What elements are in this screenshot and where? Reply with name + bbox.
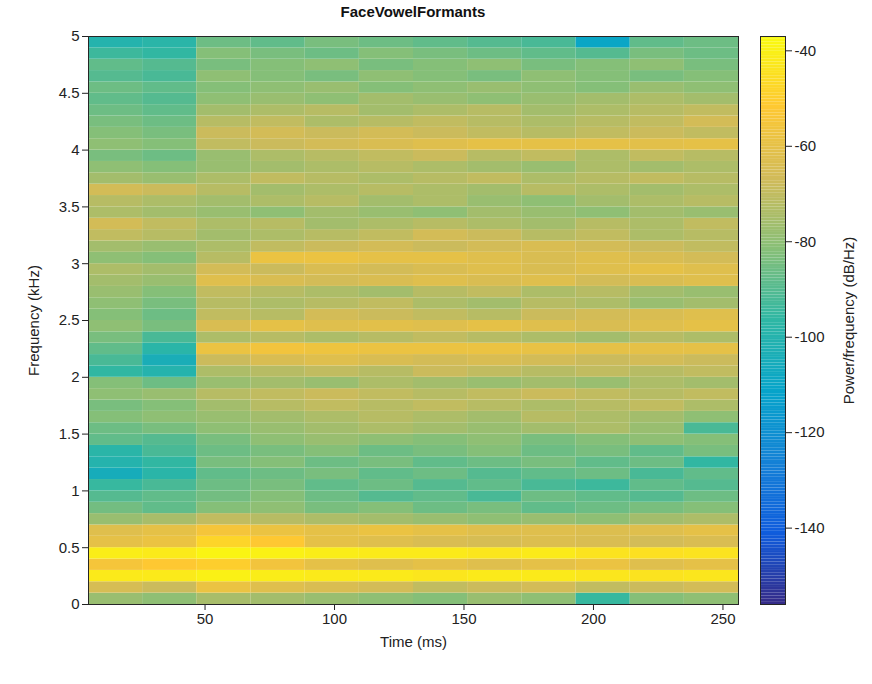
svg-text:1: 1 (71, 482, 79, 499)
svg-text:200: 200 (581, 610, 606, 627)
svg-text:Frequency (kHz): Frequency (kHz) (25, 265, 42, 376)
svg-text:100: 100 (322, 610, 347, 627)
svg-text:5: 5 (71, 27, 79, 44)
svg-text:-40: -40 (795, 42, 817, 59)
svg-text:0.5: 0.5 (59, 539, 80, 556)
svg-text:-120: -120 (795, 423, 825, 440)
svg-text:1.5: 1.5 (59, 425, 80, 442)
svg-text:4: 4 (71, 141, 79, 158)
svg-text:-60: -60 (795, 137, 817, 154)
svg-text:150: 150 (451, 610, 476, 627)
svg-text:2.5: 2.5 (59, 311, 80, 328)
svg-text:Power/frequency (dB/Hz): Power/frequency (dB/Hz) (840, 237, 857, 405)
html-text:FaceVowelFormants: FaceVowelFormants (340, 3, 486, 20)
svg-text:Time (ms): Time (ms) (380, 633, 447, 650)
svg-text:-140: -140 (795, 519, 825, 536)
svg-text:-80: -80 (795, 233, 817, 250)
svg-text:4.5: 4.5 (59, 84, 80, 101)
svg-text:50: 50 (197, 610, 214, 627)
svg-text:0: 0 (71, 595, 79, 612)
svg-text:250: 250 (710, 610, 735, 627)
svg-text:3: 3 (71, 255, 79, 272)
svg-text:3.5: 3.5 (59, 198, 80, 215)
svg-text:-100: -100 (795, 328, 825, 345)
svg-text:2: 2 (71, 368, 79, 385)
